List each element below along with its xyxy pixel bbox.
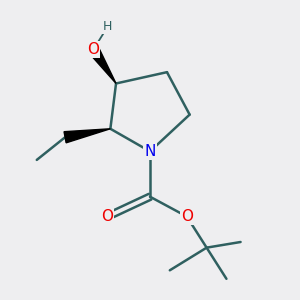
Text: N: N [144, 144, 156, 159]
Text: O: O [181, 209, 193, 224]
Polygon shape [64, 129, 110, 143]
Text: O: O [101, 209, 113, 224]
Polygon shape [89, 46, 116, 83]
Text: H: H [103, 20, 112, 33]
Text: O: O [87, 42, 99, 57]
